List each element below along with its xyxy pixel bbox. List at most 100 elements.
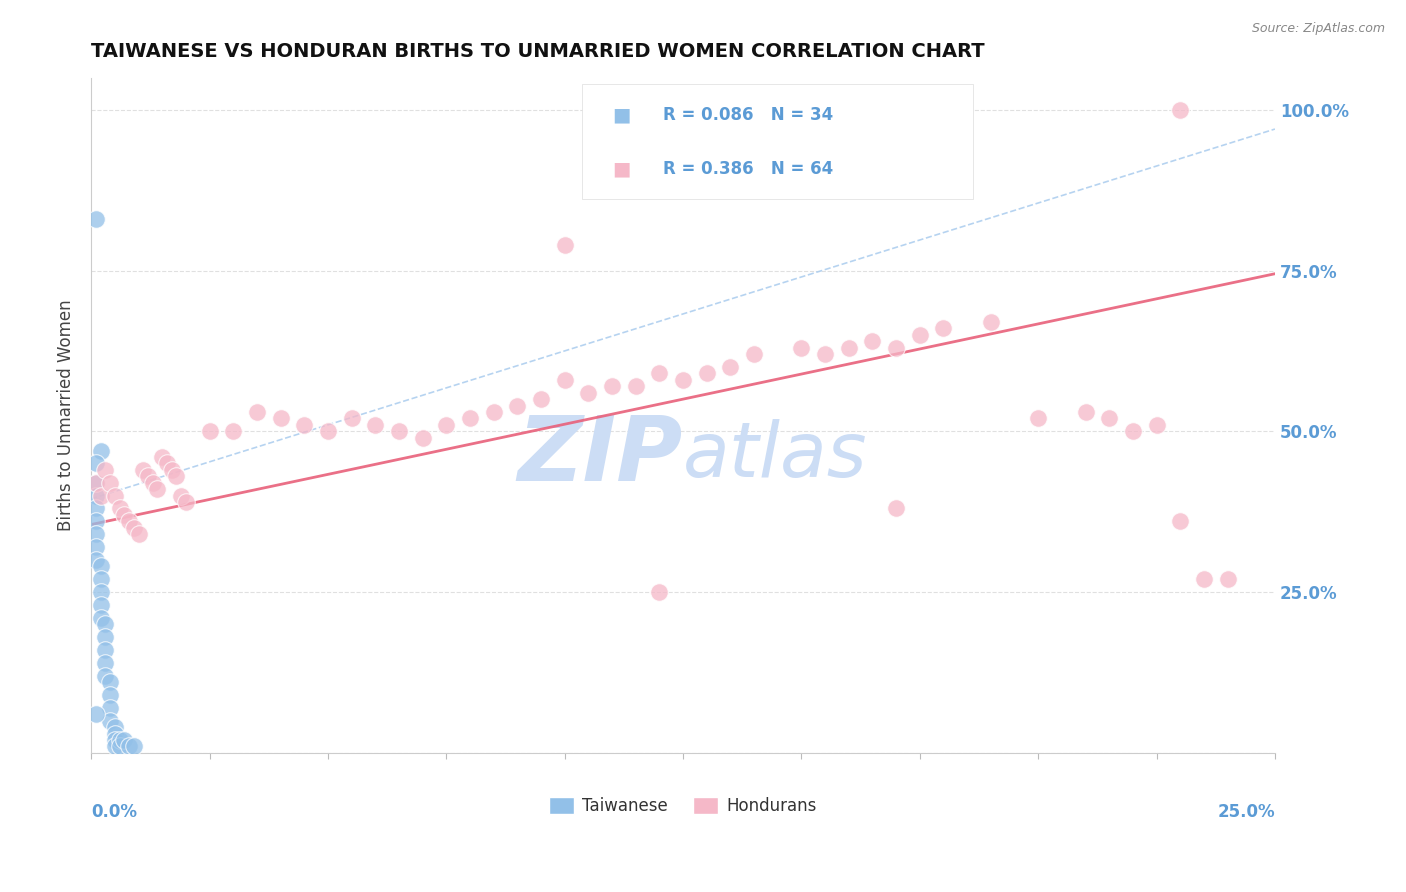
Point — [150, 450, 173, 464]
Point — [84, 514, 107, 528]
Point — [156, 457, 179, 471]
Point — [136, 469, 159, 483]
Point — [980, 315, 1002, 329]
Point — [932, 321, 955, 335]
Point — [84, 540, 107, 554]
Text: ■: ■ — [612, 105, 630, 124]
Point — [270, 411, 292, 425]
Point — [160, 463, 183, 477]
Point — [1216, 572, 1239, 586]
Point — [122, 521, 145, 535]
Point — [118, 739, 141, 754]
Point — [98, 475, 121, 490]
Point — [1146, 417, 1168, 432]
Point — [884, 501, 907, 516]
Point — [222, 425, 245, 439]
Text: TAIWANESE VS HONDURAN BIRTHS TO UNMARRIED WOMEN CORRELATION CHART: TAIWANESE VS HONDURAN BIRTHS TO UNMARRIE… — [91, 42, 984, 61]
Point — [122, 739, 145, 754]
Point — [104, 489, 127, 503]
Point — [118, 514, 141, 528]
Point — [576, 385, 599, 400]
Point — [1168, 514, 1191, 528]
Point — [90, 611, 112, 625]
Point — [94, 643, 117, 657]
Point — [696, 367, 718, 381]
Point — [600, 379, 623, 393]
Point — [1074, 405, 1097, 419]
Point — [170, 489, 193, 503]
Point — [98, 675, 121, 690]
Point — [554, 373, 576, 387]
Point — [790, 341, 813, 355]
Point — [1192, 572, 1215, 586]
Point — [90, 559, 112, 574]
Point — [506, 399, 529, 413]
Point — [132, 463, 155, 477]
Point — [672, 373, 695, 387]
Point — [1168, 103, 1191, 117]
Point — [84, 553, 107, 567]
Point — [84, 475, 107, 490]
Point — [1026, 411, 1049, 425]
Text: R = 0.386   N = 64: R = 0.386 N = 64 — [664, 160, 834, 178]
Point — [838, 341, 860, 355]
Point — [174, 495, 197, 509]
Point — [94, 656, 117, 670]
Point — [165, 469, 187, 483]
Text: R = 0.086   N = 34: R = 0.086 N = 34 — [664, 106, 834, 124]
Point — [94, 617, 117, 632]
Point — [84, 501, 107, 516]
Point — [340, 411, 363, 425]
Point — [84, 457, 107, 471]
Y-axis label: Births to Unmarried Women: Births to Unmarried Women — [58, 300, 75, 531]
Point — [84, 475, 107, 490]
Point — [718, 359, 741, 374]
Point — [112, 508, 135, 522]
Point — [90, 585, 112, 599]
Point — [530, 392, 553, 406]
FancyBboxPatch shape — [582, 85, 973, 199]
Point — [292, 417, 315, 432]
Text: ZIP: ZIP — [517, 412, 683, 500]
Point — [884, 341, 907, 355]
Point — [862, 334, 884, 349]
Point — [94, 630, 117, 644]
Point — [128, 527, 150, 541]
Point — [412, 431, 434, 445]
Legend: Taiwanese, Hondurans: Taiwanese, Hondurans — [543, 790, 824, 822]
Point — [434, 417, 457, 432]
Point — [84, 527, 107, 541]
Point — [104, 720, 127, 734]
Text: atlas: atlas — [683, 418, 868, 492]
Point — [90, 489, 112, 503]
Point — [316, 425, 339, 439]
Point — [648, 367, 671, 381]
Text: ■: ■ — [612, 160, 630, 178]
Point — [648, 585, 671, 599]
Point — [98, 714, 121, 728]
Point — [90, 598, 112, 612]
Point — [90, 572, 112, 586]
Point — [388, 425, 411, 439]
Point — [458, 411, 481, 425]
Point — [94, 668, 117, 682]
Point — [104, 733, 127, 747]
Point — [84, 489, 107, 503]
Point — [198, 425, 221, 439]
Point — [814, 347, 837, 361]
Point — [108, 733, 131, 747]
Text: 0.0%: 0.0% — [91, 804, 138, 822]
Point — [112, 733, 135, 747]
Point — [146, 482, 169, 496]
Point — [98, 688, 121, 702]
Point — [1122, 425, 1144, 439]
Point — [482, 405, 505, 419]
Point — [554, 237, 576, 252]
Point — [742, 347, 765, 361]
Point — [908, 327, 931, 342]
Point — [624, 379, 647, 393]
Point — [142, 475, 165, 490]
Point — [84, 707, 107, 722]
Text: Source: ZipAtlas.com: Source: ZipAtlas.com — [1251, 22, 1385, 36]
Point — [1098, 411, 1121, 425]
